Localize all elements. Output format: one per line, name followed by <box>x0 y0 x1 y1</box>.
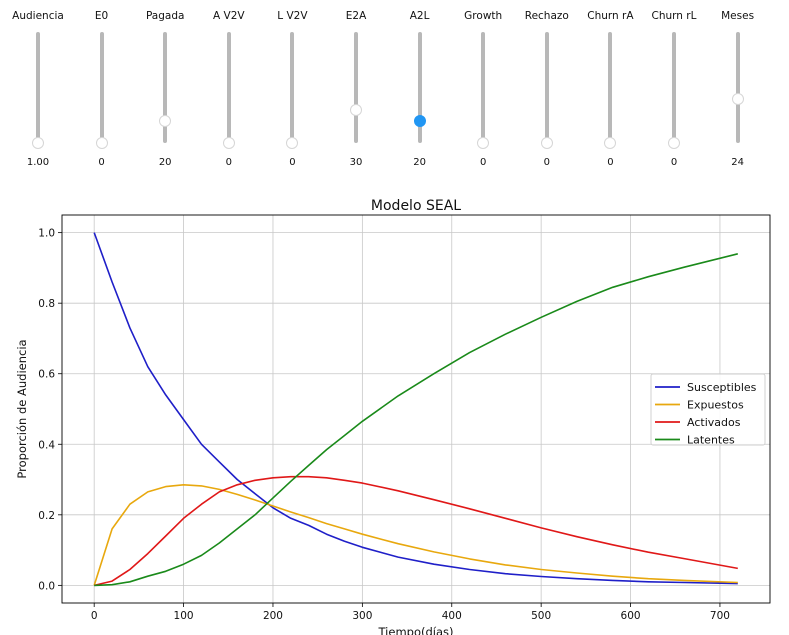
slider-e2a: E2A 30 <box>324 0 388 175</box>
slider-label: A2L <box>409 10 430 22</box>
slider-track[interactable] <box>159 32 172 143</box>
chart-grid <box>62 215 770 603</box>
slider-churn-ra: Churn rA 0 <box>578 0 642 175</box>
chart-series <box>93 232 738 587</box>
slider-thumb[interactable] <box>222 137 235 149</box>
slider-growth: Growth 0 <box>451 0 515 175</box>
slider-track[interactable] <box>350 32 362 143</box>
slider-track[interactable] <box>604 32 617 149</box>
series-line-susceptibles <box>93 232 738 585</box>
x-tick-label: 200 <box>263 610 283 622</box>
slider-track[interactable] <box>731 32 744 143</box>
legend-label: Latentes <box>687 434 735 447</box>
slider-meses: Meses 24 <box>706 0 770 175</box>
legend-box <box>650 373 766 446</box>
y-tick-label: 0.4 <box>38 439 55 451</box>
slider-track[interactable] <box>95 32 108 149</box>
slider-panel: Audiencia 1.00 E0 0 Pagada 20 A V2V 0 L V2V 0 E2A 3… <box>0 0 789 180</box>
series-line-expuestos <box>93 484 738 586</box>
x-tick-label: 700 <box>710 610 730 622</box>
slider-label: E0 <box>94 10 109 22</box>
series-line-activados <box>94 475 738 587</box>
slider-value: 0 <box>607 157 614 168</box>
slider-churn-rl: Churn rL 0 <box>642 0 706 175</box>
slider-label: L V2V <box>277 10 308 22</box>
slider-thumb[interactable] <box>604 137 617 149</box>
slider-value: 20 <box>413 157 426 168</box>
slider-value: 0 <box>98 157 105 168</box>
slider-value: 0 <box>225 157 232 168</box>
plot-frame <box>61 214 771 604</box>
slider-value: 20 <box>158 157 172 168</box>
y-tick-label: 1.0 <box>38 228 55 240</box>
slider-label: Growth <box>464 10 503 22</box>
slider-a2l: A2L 20 <box>388 0 452 175</box>
slider-thumb[interactable] <box>159 114 172 127</box>
x-tick-label: 0 <box>91 610 98 622</box>
chart-title: Modelo SEAL <box>371 198 461 214</box>
slider-thumb[interactable] <box>731 92 744 105</box>
slider-label: Meses <box>721 10 755 22</box>
slider-a-v2v: A V2V 0 <box>197 0 261 175</box>
slider-value: 24 <box>731 157 744 168</box>
slider-thumb[interactable] <box>477 137 490 149</box>
y-tick-label: 0.0 <box>38 580 55 592</box>
slider-label: Rechazo <box>524 10 569 22</box>
y-tick-label: 0.2 <box>38 510 55 522</box>
chart-axes: 0 100 200 300 400 500 600 700 0.0 0.2 0.4 0.6 0.8 1.0 <box>38 228 730 622</box>
slider-value: 0 <box>543 157 550 168</box>
y-axis-label: Proporción de Audiencia <box>15 339 29 478</box>
slider-track[interactable] <box>222 32 235 149</box>
slider-l-v2v: L V2V 0 <box>260 0 324 175</box>
slider-thumb[interactable] <box>540 137 553 149</box>
slider-value: 1.00 <box>26 157 50 168</box>
slider-label: Pagada <box>145 10 185 22</box>
slider-thumb[interactable] <box>32 137 44 149</box>
slider-track[interactable] <box>668 32 680 149</box>
slider-e0: E0 0 <box>70 0 134 175</box>
x-tick-label: 500 <box>531 610 551 622</box>
slider-label: A V2V <box>213 10 245 22</box>
slider-thumb[interactable] <box>286 137 299 149</box>
x-axis-label: Tiempo(días) <box>378 625 454 635</box>
seal-model-chart: Modelo SEAL 0 100 200 300 400 500 600 700 0.0 0.2… <box>15 198 771 635</box>
slider-label: Churn rA <box>587 10 634 22</box>
slider-rechazo: Rechazo 0 <box>515 0 579 175</box>
slider-track[interactable] <box>32 32 44 149</box>
slider-value: 0 <box>670 157 678 168</box>
x-tick-label: 600 <box>621 610 641 622</box>
legend-label: Activados <box>687 416 741 429</box>
y-tick-label: 0.8 <box>38 298 55 310</box>
slider-track[interactable] <box>540 32 553 149</box>
series-line-latentes <box>94 253 738 587</box>
x-tick-label: 300 <box>352 610 372 622</box>
slider-thumb[interactable] <box>350 103 362 116</box>
x-tick-label: 400 <box>442 610 462 622</box>
slider-label: Audiencia <box>12 10 64 22</box>
x-tick-label: 100 <box>174 610 194 622</box>
slider-track[interactable] <box>477 32 490 149</box>
slider-value: 0 <box>289 157 296 168</box>
legend-label: Expuestos <box>687 399 744 412</box>
slider-pagada: Pagada 20 <box>133 0 197 175</box>
y-tick-label: 0.6 <box>38 369 55 381</box>
slider-label: E2A <box>345 10 367 22</box>
slider-value: 30 <box>349 157 363 168</box>
slider-track[interactable] <box>286 32 299 149</box>
slider-track[interactable] <box>413 32 426 143</box>
chart-legend: Susceptibles Expuestos Activados Latentes <box>650 373 766 447</box>
slider-thumb[interactable] <box>95 137 108 149</box>
slider-value: 0 <box>480 157 487 168</box>
slider-audiencia: Audiencia 1.00 <box>6 0 70 175</box>
slider-thumb[interactable] <box>668 137 680 149</box>
slider-label: Churn rL <box>651 10 697 22</box>
slider-thumb[interactable] <box>413 114 426 127</box>
legend-label: Susceptibles <box>687 381 757 394</box>
